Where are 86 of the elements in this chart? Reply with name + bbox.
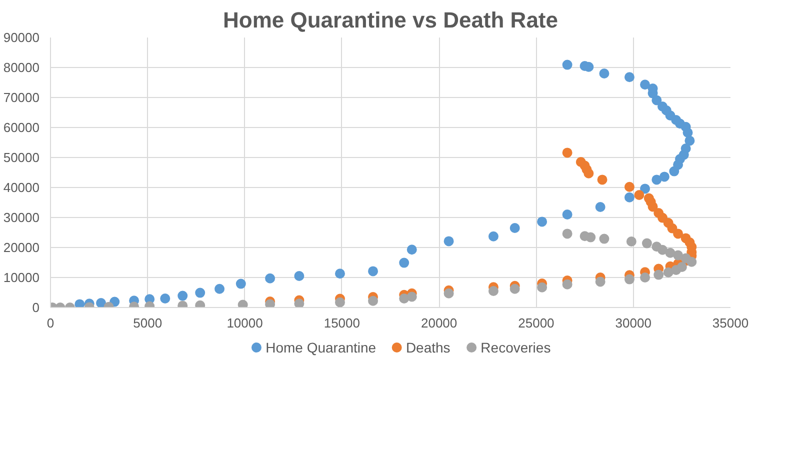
y-tick-label: 10000 xyxy=(3,270,40,285)
point xyxy=(595,276,606,287)
point xyxy=(160,294,170,304)
point xyxy=(510,284,520,294)
point xyxy=(640,272,650,282)
point xyxy=(576,157,586,167)
point xyxy=(652,174,662,185)
point xyxy=(537,282,548,292)
point xyxy=(684,136,695,146)
point xyxy=(580,231,590,242)
point xyxy=(334,297,345,308)
point xyxy=(676,262,687,272)
point xyxy=(680,144,691,154)
point xyxy=(654,270,664,280)
point xyxy=(562,210,572,220)
legend-label: Deaths xyxy=(406,340,450,356)
point xyxy=(599,68,610,78)
point xyxy=(74,299,85,308)
y-tick-label: 30000 xyxy=(3,210,40,225)
y-tick-label: 40000 xyxy=(3,180,40,195)
point xyxy=(294,298,304,308)
point xyxy=(644,193,654,204)
point xyxy=(626,236,636,246)
x-tick-label: 5000 xyxy=(133,316,162,330)
point xyxy=(178,290,188,301)
point xyxy=(595,202,606,212)
point xyxy=(562,228,572,239)
point xyxy=(406,292,417,302)
point xyxy=(642,238,652,248)
point xyxy=(294,271,304,281)
point xyxy=(368,296,378,306)
point xyxy=(654,208,664,218)
y-tick-label: 0 xyxy=(32,300,40,315)
point xyxy=(444,288,454,298)
point xyxy=(659,172,670,182)
legend-label: Recoveries xyxy=(480,340,551,356)
x-tick-label: 0 xyxy=(46,316,54,330)
x-tick-label: 15000 xyxy=(324,316,360,330)
point xyxy=(488,286,498,296)
point xyxy=(399,258,410,268)
chart-title: Home Quarantine vs Death Rate xyxy=(223,8,558,32)
point xyxy=(406,244,417,255)
point xyxy=(214,284,225,294)
point xyxy=(640,184,650,194)
point xyxy=(444,236,454,246)
y-tick-label: 80000 xyxy=(3,60,40,75)
point xyxy=(663,267,674,278)
x-tick-label: 25000 xyxy=(518,316,554,330)
point xyxy=(334,268,345,279)
point xyxy=(96,298,106,308)
point xyxy=(562,279,572,290)
point xyxy=(658,102,668,112)
point xyxy=(680,253,691,264)
point xyxy=(673,250,684,260)
x-tick-label: 35000 xyxy=(712,316,749,330)
point xyxy=(624,182,634,192)
point xyxy=(624,274,634,284)
y-tick-label: 90000 xyxy=(3,30,40,45)
point xyxy=(265,299,276,308)
point xyxy=(597,174,608,185)
point xyxy=(510,223,520,233)
point xyxy=(640,80,650,90)
point xyxy=(265,273,276,284)
y-tick-label: 50000 xyxy=(3,150,40,165)
x-tick-label: 30000 xyxy=(615,316,652,330)
legend-label: Home Quarantine xyxy=(266,340,376,356)
point xyxy=(624,72,634,82)
point xyxy=(665,248,676,258)
point xyxy=(562,60,572,70)
point xyxy=(537,216,548,227)
y-tick-label: 60000 xyxy=(3,120,40,135)
point xyxy=(368,266,378,276)
point xyxy=(195,288,206,298)
point xyxy=(634,190,644,200)
point xyxy=(624,192,634,202)
point xyxy=(652,242,662,252)
x-tick-label: 20000 xyxy=(420,316,458,330)
y-tick-label: 20000 xyxy=(3,240,40,255)
point xyxy=(488,231,498,242)
x-tick-label: 10000 xyxy=(226,316,263,330)
point xyxy=(680,233,691,244)
point xyxy=(238,300,248,308)
point xyxy=(236,278,246,289)
y-tick-label: 70000 xyxy=(3,90,40,105)
point xyxy=(562,148,572,158)
point xyxy=(599,234,610,244)
